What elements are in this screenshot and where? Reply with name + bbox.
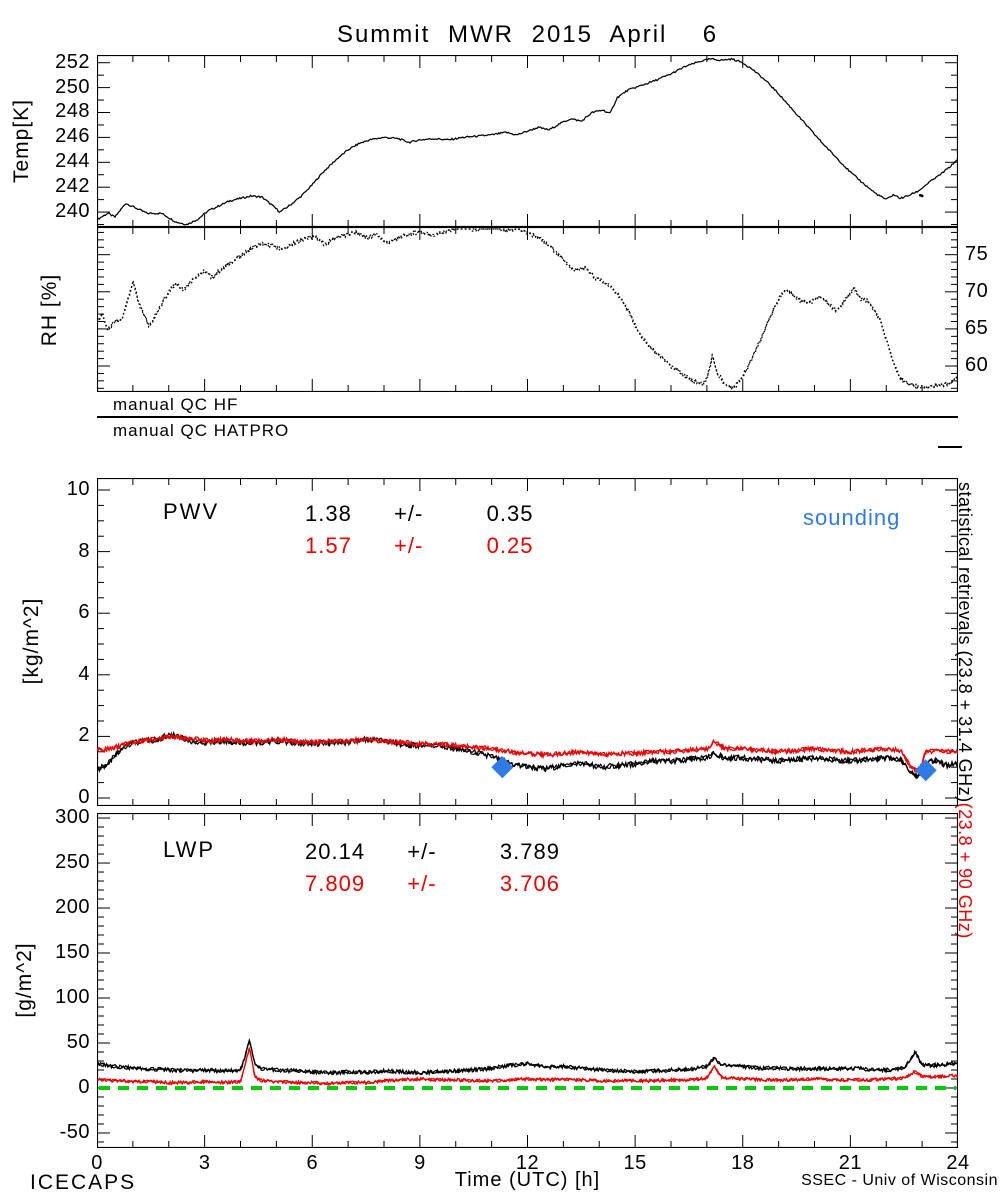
ssec-credit: SSEC - Univ of Wisconsin	[801, 1172, 998, 1189]
pwv-ytick-label-10: 10	[66, 478, 90, 500]
xtick-label-15: 15	[623, 1152, 647, 1174]
qc-hatpro-flag-mark	[938, 446, 962, 448]
lwp-ytick-label-100: 100	[55, 986, 90, 1008]
rh-ytick-label-70: 70	[965, 279, 989, 302]
surface-temperature-outlier-dot	[920, 194, 924, 198]
manual-qc-hatpro-label: manual QC HATPRO	[113, 421, 290, 440]
pwv-panel-label: PWV	[163, 499, 220, 524]
temp-plot-panel	[97, 55, 958, 227]
pwv-stats-hf: 1.38 +/- 0.35	[305, 501, 534, 526]
xtick-label-12: 12	[515, 1152, 540, 1174]
icecaps-credit: ICECAPS	[30, 1171, 137, 1194]
temp-ytick-label-252: 252	[55, 50, 90, 73]
relative-humidity-trace	[97, 227, 958, 390]
temp-ytick-label-248: 248	[55, 100, 90, 123]
lwp-ytick-label-250: 250	[55, 851, 90, 874]
lwp-ytick-label-50: 50	[66, 1030, 90, 1053]
lwp-ytick-label-150: 150	[55, 941, 90, 963]
rh-ytick-label-75: 75	[965, 242, 989, 265]
pwv-ytick-label-8: 8	[78, 539, 90, 562]
x-axis-title: Time (UTC) [h]	[454, 1169, 601, 1191]
xtick-label-18: 18	[731, 1152, 755, 1174]
lwp-ytick-label-300: 300	[55, 806, 90, 829]
right-axis-retrieval-label-red: (23.8 + 90 GHz)	[955, 802, 975, 939]
lwp-ytick-label--50: -50	[59, 1120, 90, 1143]
xtick-label-21: 21	[838, 1152, 862, 1174]
xtick-label-6: 6	[306, 1152, 319, 1174]
rh-axis-title: RH [%]	[37, 273, 61, 347]
pwv-ytick-label-6: 6	[78, 601, 90, 624]
pwv-hatpro-23.8+90GHz-trace	[97, 733, 958, 774]
surface-temperature-trace	[97, 57, 958, 226]
rh-plot-panel	[97, 227, 958, 392]
lwp-stats-hf: 20.14 +/- 3.789	[305, 839, 560, 864]
temp-ytick-label-242: 242	[55, 175, 90, 198]
lwp-panel-label: LWP	[163, 837, 216, 862]
temp-ytick-label-240: 240	[55, 200, 90, 223]
lwp-plot-panel	[97, 813, 958, 1148]
lwp-hf-23.8+31.4GHz-trace	[97, 1039, 958, 1076]
right-axis-retrieval-label-black: statistical retrievals (23.8 + 31.4 GHz)	[955, 482, 975, 803]
lwp-ytick-label-200: 200	[55, 896, 90, 919]
qc-hf-flag-line	[97, 416, 958, 418]
pwv-ytick-label-0: 0	[78, 785, 90, 808]
pwv-stats-hatpro: 1.57 +/- 0.25	[305, 533, 534, 558]
sounding-legend-label: sounding	[803, 505, 901, 530]
lwp-hatpro-23.8+90GHz-trace	[97, 1047, 958, 1086]
rh-ytick-label-65: 65	[965, 316, 989, 339]
sounding-diamond-marker	[914, 759, 937, 782]
sounding-diamond-marker	[491, 756, 514, 779]
rh-ytick-label-60: 60	[965, 354, 989, 377]
pwv-plot-panel	[97, 478, 958, 806]
figure-title: Summit MWR 2015 April 6	[336, 21, 719, 48]
pwv-ytick-label-4: 4	[78, 662, 90, 685]
temp-ytick-label-244: 244	[55, 150, 90, 173]
lwp-stats-hatpro: 7.809 +/- 3.706	[305, 871, 560, 896]
xtick-label-9: 9	[414, 1152, 426, 1174]
temp-ytick-label-246: 246	[55, 125, 90, 148]
temp-ytick-label-250: 250	[55, 75, 90, 98]
manual-qc-hf-label: manual QC HF	[113, 395, 239, 414]
lwp-ytick-label-0: 0	[78, 1075, 90, 1098]
xtick-label-0: 0	[91, 1152, 103, 1174]
xtick-label-3: 3	[198, 1152, 211, 1174]
pwv-ytick-label-2: 2	[78, 724, 90, 747]
xtick-label-24: 24	[946, 1152, 970, 1174]
relative-humidity-trace	[97, 227, 958, 391]
